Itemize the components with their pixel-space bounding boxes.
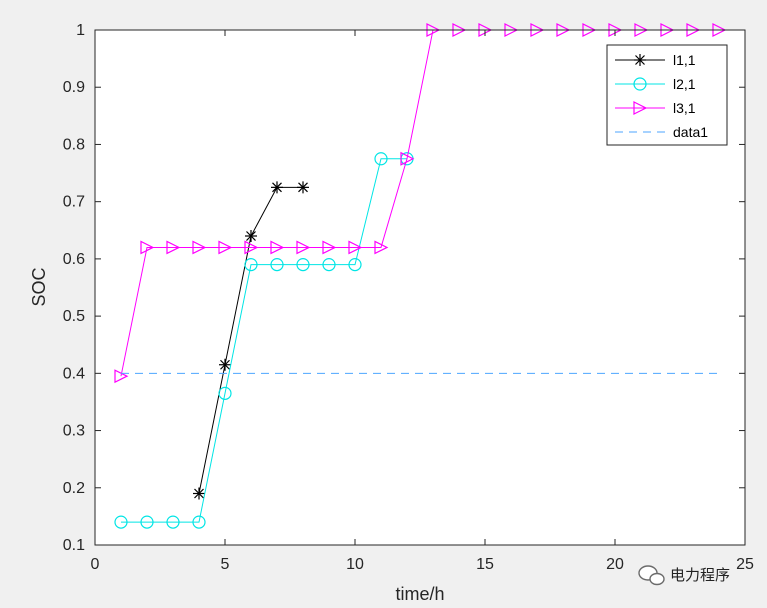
x-tick-label: 0 bbox=[91, 556, 100, 573]
series-3-point bbox=[270, 240, 285, 255]
wechat-icon bbox=[638, 565, 665, 586]
series-3-point bbox=[140, 240, 155, 255]
x-tick-label: 25 bbox=[736, 556, 754, 573]
y-tick-label: 0.1 bbox=[63, 537, 85, 554]
series-3-point bbox=[166, 240, 181, 255]
legend-items: l1,1 l2,1 l3,1 data1 bbox=[615, 52, 708, 140]
y-tick-label: 0.4 bbox=[63, 365, 85, 382]
watermark: 电力程序 bbox=[638, 565, 730, 586]
series-3-point bbox=[244, 240, 259, 255]
series-3-point bbox=[322, 240, 337, 255]
series-3-point bbox=[218, 240, 233, 255]
series-2-point bbox=[192, 515, 206, 529]
legend-label: data1 bbox=[673, 124, 708, 140]
y-tick-label: 0.6 bbox=[63, 251, 85, 268]
y-tick-label: 0.5 bbox=[63, 308, 85, 325]
series-3-point bbox=[192, 240, 207, 255]
legend-item: l1,1 bbox=[615, 52, 696, 68]
x-tick-label: 20 bbox=[606, 556, 624, 573]
series-2-point bbox=[166, 515, 180, 529]
legend: l1,1 l2,1 l3,1 data1 bbox=[606, 44, 728, 146]
series-2-point bbox=[270, 258, 284, 272]
y-tick-label: 1 bbox=[76, 22, 85, 39]
legend-swatch-marker bbox=[633, 77, 647, 91]
series-2-point bbox=[322, 258, 336, 272]
series-3-point bbox=[374, 240, 389, 255]
y-tick-label: 0.3 bbox=[63, 423, 85, 440]
y-tick-label: 0.2 bbox=[63, 480, 85, 497]
x-tick-label: 5 bbox=[221, 556, 230, 573]
series-3-point bbox=[348, 240, 363, 255]
legend-item: l3,1 bbox=[615, 100, 696, 116]
series-1-point bbox=[297, 181, 309, 194]
series-2-point bbox=[244, 258, 258, 272]
plot-frame bbox=[94, 29, 746, 546]
y-tick-label: 0.9 bbox=[63, 79, 85, 96]
series-1-point bbox=[219, 358, 231, 371]
series-2-point bbox=[374, 152, 388, 166]
legend-item: l2,1 bbox=[615, 76, 696, 92]
y-tick-label: 0.8 bbox=[63, 136, 85, 153]
series-2-point bbox=[218, 386, 232, 400]
legend-label: l3,1 bbox=[673, 100, 696, 116]
legend-swatch-marker bbox=[633, 101, 648, 115]
series-1-point bbox=[193, 487, 205, 500]
legend-swatch-marker bbox=[634, 54, 646, 66]
x-axis-label: time/h bbox=[395, 584, 444, 604]
x-tick-label: 15 bbox=[476, 556, 494, 573]
series-1-point bbox=[245, 230, 257, 242]
y-axis-label: SOC bbox=[29, 267, 49, 306]
watermark-text: 电力程序 bbox=[670, 566, 730, 584]
y-tick-label: 0.7 bbox=[63, 194, 85, 211]
legend-label: l2,1 bbox=[673, 76, 696, 92]
series-2-point bbox=[296, 258, 310, 272]
series-2-point bbox=[140, 515, 154, 529]
series-1 bbox=[193, 181, 309, 500]
series-1-point bbox=[271, 181, 283, 194]
series-3-point bbox=[400, 151, 415, 166]
legend-box bbox=[606, 44, 728, 146]
series-2-point bbox=[114, 515, 128, 529]
x-tick-label: 10 bbox=[346, 556, 364, 573]
legend-item: data1 bbox=[615, 124, 708, 140]
series-3-point bbox=[296, 240, 311, 255]
ticks-layer: 0 5 10 15 20 25 0.1 0.2 0.3 0.4 0.5 0.6 0.7 0.8 0.9 1 bbox=[63, 22, 754, 573]
legend-label: l1,1 bbox=[673, 52, 696, 68]
series-2-point bbox=[348, 258, 362, 272]
